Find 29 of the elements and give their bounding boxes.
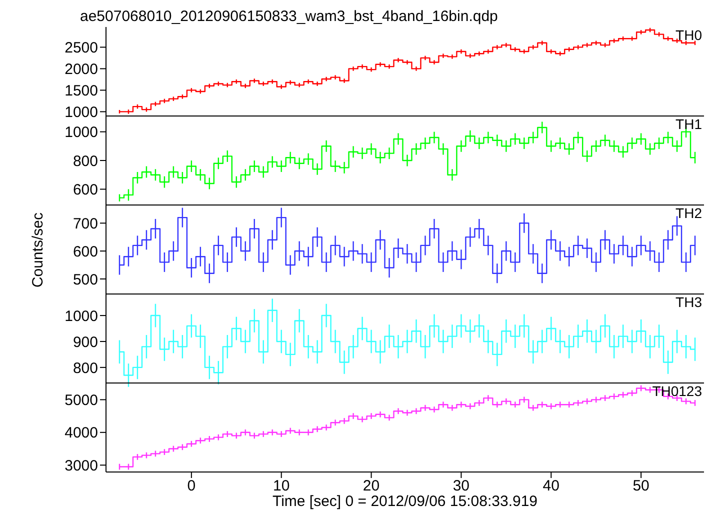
y-tick-label: 1000: [64, 104, 98, 122]
y-tick-label: 700: [72, 215, 98, 232]
series-label: TH0: [676, 27, 702, 43]
y-tick-label: 600: [72, 243, 98, 260]
y-tick-label: 1500: [64, 82, 98, 100]
x-axis-title: Time [sec] 0 = 2012/09/06 15:08:33.919: [271, 493, 539, 511]
x-tick-label: 30: [452, 478, 470, 495]
x-tick-label: 0: [187, 478, 196, 495]
series-label: TH2: [676, 205, 702, 221]
y-axis-title: Counts/sec: [30, 212, 46, 288]
text: TH3: [676, 294, 702, 310]
x-tick-label: 50: [632, 478, 650, 495]
y-tick-label: 4000: [64, 424, 98, 442]
y-tick-label: 800: [72, 360, 98, 377]
y-tick-label: 2000: [64, 61, 98, 78]
y-tick-label: 5000: [64, 392, 98, 410]
y-tick-label: 3000: [64, 457, 98, 474]
y-tick-label: 500: [72, 271, 98, 288]
y-tick-label: 1000: [64, 124, 98, 142]
y-tick-label: 1000: [64, 308, 98, 325]
y-tick-label: 2500: [64, 40, 98, 57]
chart-title: ae507068010_20120906150833_wam3_bst_4band_16bin.qdp: [80, 8, 498, 25]
x-tick-label: 20: [362, 478, 380, 495]
x-tick-label: 40: [542, 478, 560, 495]
y-tick-label: 600: [72, 182, 98, 199]
y-tick-label: 800: [72, 152, 98, 170]
y-tick-label: 900: [72, 334, 98, 351]
series-label: TH1: [676, 116, 702, 132]
x-tick-label: 10: [273, 478, 290, 495]
